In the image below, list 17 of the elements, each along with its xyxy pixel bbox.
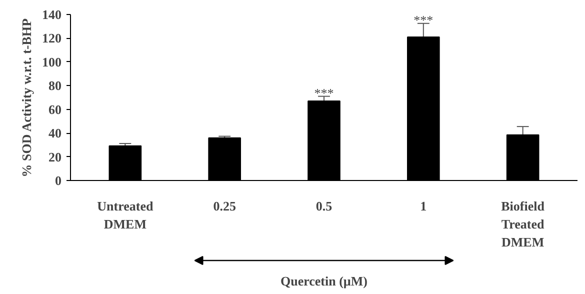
y-tick-label: 20 (48, 149, 62, 164)
x-axis-title: Quercetin (µM) (280, 274, 368, 288)
y-axis-title: % SOD Activity w.r.t. t-BHP (19, 18, 34, 178)
annotation: *** (314, 85, 334, 100)
y-tick-label: 120 (42, 30, 62, 46)
y-tick-label: 80 (48, 78, 62, 94)
x-tick-label: Untreated DMEM (97, 198, 154, 232)
y-tick-label: 140 (42, 7, 62, 22)
x-tick-label: 1 (420, 198, 427, 214)
x-tick-label: Biofield Treated DMEM (501, 198, 546, 250)
y-tick-label: 0 (55, 173, 62, 188)
annotation: *** (414, 12, 434, 28)
y-tick-label: 40 (48, 126, 62, 141)
x-tick-label: 0.5 (316, 198, 333, 214)
x-tick-label: 0.25 (213, 198, 236, 214)
y-tick-label: 100 (42, 54, 62, 70)
y-tick-label: 60 (48, 102, 62, 117)
